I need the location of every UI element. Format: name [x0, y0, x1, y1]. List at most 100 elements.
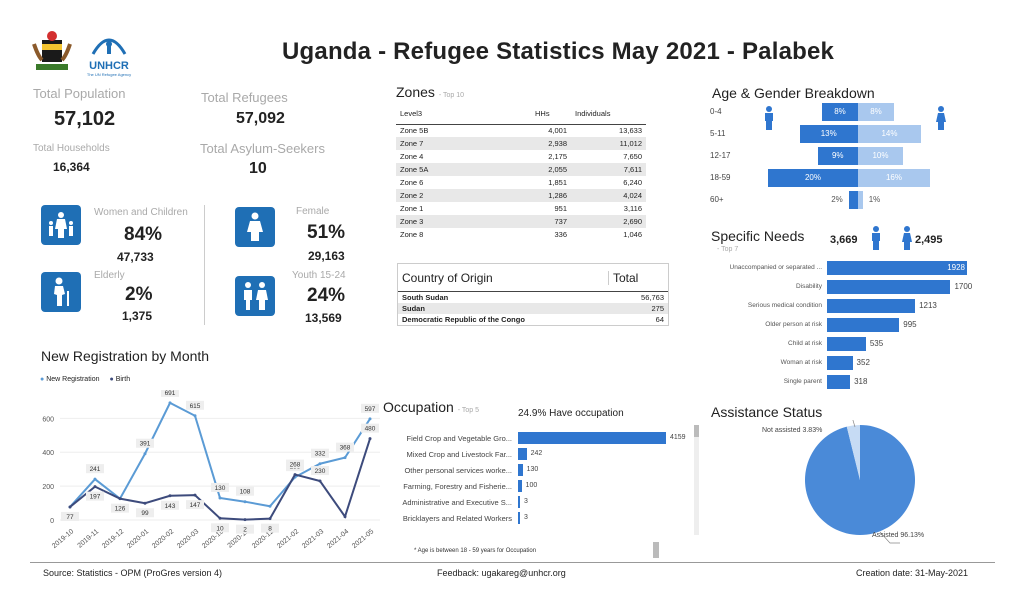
x-tick-label: 2020-03: [176, 528, 200, 550]
need-bar[interactable]: [827, 375, 851, 389]
need-bar[interactable]: [827, 261, 967, 275]
occupation-footnote: * Age is between 18 - 59 years for Occup…: [414, 548, 537, 554]
need-label: Woman at risk: [780, 359, 822, 366]
origin-header-total[interactable]: Total: [608, 270, 668, 285]
data-label: 597: [365, 406, 376, 413]
age-gender-chart: 0-4 8% 8% 5-11 13% 14% 12-17 9% 10% 18-59 20% 16% 60…: [708, 103, 968, 213]
data-point[interactable]: [268, 517, 272, 521]
data-point[interactable]: [193, 414, 197, 418]
data-point[interactable]: [343, 515, 347, 519]
legend-birth[interactable]: ● Birth: [109, 376, 131, 383]
data-point[interactable]: [193, 493, 197, 497]
data-point[interactable]: [368, 437, 372, 441]
female-age-bar[interactable]: [858, 169, 930, 187]
data-point[interactable]: [368, 417, 372, 421]
origin-total: 64: [655, 315, 664, 324]
occupation-label: Farming, Forestry and Fisherie...: [403, 482, 512, 491]
data-point[interactable]: [243, 500, 247, 504]
zones-header-hhs[interactable]: HHs: [531, 104, 571, 125]
zones-row: Zone 5A 2,055 7,611: [396, 163, 646, 176]
data-label-bg: [86, 464, 104, 474]
data-label: 230: [315, 468, 326, 475]
male-age-value: 9%: [831, 151, 844, 160]
occupation-subtitle: - Top 5: [457, 407, 479, 414]
data-point[interactable]: [318, 479, 322, 483]
y-tick-label: 400: [42, 450, 54, 457]
registration-legend: ● New Registration ● Birth: [40, 376, 130, 383]
data-point[interactable]: [93, 485, 97, 489]
male-age-bar[interactable]: [768, 169, 858, 187]
occupation-bar[interactable]: [518, 464, 523, 476]
data-point[interactable]: [243, 518, 247, 522]
data-point[interactable]: [218, 496, 222, 500]
data-point[interactable]: [343, 456, 347, 460]
total-asylum-label: Total Asylum-Seekers: [200, 141, 325, 156]
data-label: 332: [315, 451, 326, 458]
data-label-bg: [336, 442, 354, 452]
zones-cell: 737: [531, 215, 571, 228]
need-label: Serious medical condition: [747, 302, 822, 309]
zones-cell: 2,938: [531, 137, 571, 150]
need-bar[interactable]: [827, 337, 866, 351]
footer-feedback[interactable]: Feedback: ugakareg@unhcr.org: [437, 568, 566, 578]
data-point[interactable]: [93, 477, 97, 481]
data-point[interactable]: [143, 452, 147, 456]
x-tick-label: 2019-11: [77, 528, 101, 550]
female-age-bar[interactable]: [858, 125, 921, 143]
occupation-scrollbar[interactable]: [694, 425, 699, 535]
data-point[interactable]: [168, 494, 172, 498]
specific-needs-title: Specific Needs: [711, 228, 805, 244]
zones-cell: Zone 3: [396, 215, 531, 228]
occupation-bar[interactable]: [518, 448, 527, 460]
occupation-bar[interactable]: [518, 432, 666, 444]
zones-row: Zone 1 951 3,116: [396, 202, 646, 215]
occupation-bar[interactable]: [518, 480, 522, 492]
data-label: 368: [340, 445, 351, 452]
data-point[interactable]: [318, 462, 322, 466]
data-point[interactable]: [143, 501, 147, 505]
need-bar[interactable]: [827, 280, 951, 294]
data-point[interactable]: [268, 504, 272, 508]
data-label-bg: [186, 500, 204, 510]
occupation-bar[interactable]: [518, 512, 520, 524]
origin-header-country[interactable]: Country of Origin: [402, 270, 493, 285]
total-households-label: Total Households: [33, 143, 110, 154]
origin-country: Sudan: [402, 304, 425, 313]
footer-source: Source: Statistics - OPM (ProGres versio…: [43, 568, 223, 578]
zones-cell: 336: [554, 230, 567, 239]
specific-needs-subtitle: - Top 7: [717, 246, 739, 253]
male-age-bar[interactable]: [822, 103, 858, 121]
pie-slice-not-assisted[interactable]: [846, 425, 860, 480]
female-age-bar[interactable]: [858, 147, 903, 165]
male-age-bar[interactable]: [799, 125, 858, 143]
male-age-bar[interactable]: [817, 147, 858, 165]
origin-country: Democratic Republic of the Congo: [402, 315, 525, 324]
age-group-label: 18-59: [710, 173, 731, 182]
data-label-bg: [136, 438, 154, 448]
specific-needs-female-count: 2,495: [915, 234, 943, 246]
legend-new-registration[interactable]: ● New Registration: [40, 376, 100, 383]
need-bar[interactable]: [827, 299, 916, 313]
occupation-bar[interactable]: [518, 496, 520, 508]
data-point[interactable]: [68, 505, 72, 509]
female-age-bar[interactable]: [858, 191, 863, 209]
data-point[interactable]: [293, 473, 297, 477]
data-point[interactable]: [168, 401, 172, 405]
zones-cell: 6,240: [623, 178, 642, 187]
need-bar[interactable]: [827, 356, 853, 370]
need-bar[interactable]: [827, 318, 900, 332]
zones-title: Zones - Top 10: [396, 84, 464, 100]
occupation-note: 24.9% Have occupation: [518, 408, 624, 419]
needs-female-icon: [902, 226, 912, 255]
zones-header-individuals[interactable]: Individuals: [571, 104, 646, 125]
zones-header-level3[interactable]: Level3: [396, 104, 531, 125]
male-age-bar[interactable]: [849, 191, 858, 209]
elderly-icon: [41, 272, 81, 312]
data-point[interactable]: [118, 497, 122, 501]
data-label-bg: [61, 511, 79, 521]
elderly-label: Elderly: [94, 270, 125, 281]
data-label: 10: [216, 525, 224, 532]
female-age-bar[interactable]: [858, 103, 894, 121]
occupation-hscrollbar[interactable]: [653, 542, 659, 558]
data-point[interactable]: [218, 516, 222, 520]
